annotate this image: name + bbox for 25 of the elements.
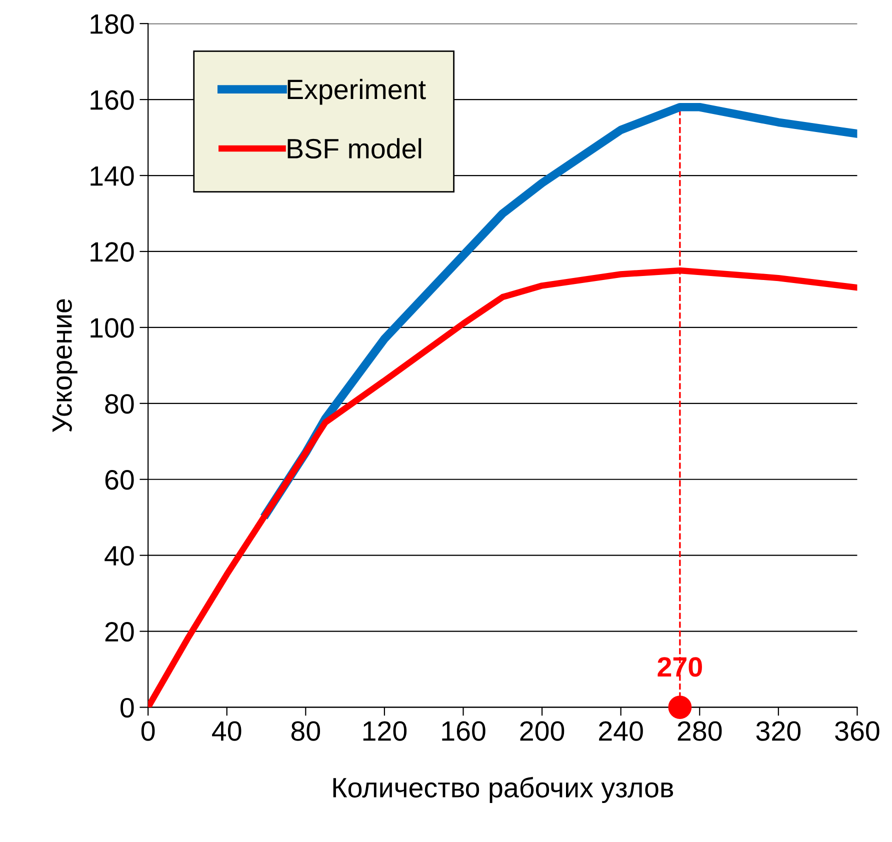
y-tick-label: 120: [90, 242, 134, 262]
x-tick-label: 80: [291, 721, 320, 741]
x-axis-title: Количество рабочих узлов: [333, 776, 674, 804]
x-tick-label: 120: [363, 721, 407, 741]
y-tick-label: 160: [90, 90, 134, 110]
y-tick-label: 80: [105, 394, 134, 414]
x-tick-label: 320: [756, 721, 801, 741]
annotation: 270: [658, 657, 702, 677]
legend-label: Experiment: [288, 78, 426, 105]
y-tick-label: 140: [90, 166, 134, 186]
x-tick-label: 200: [520, 721, 564, 741]
x-tick-label: 0: [141, 721, 155, 741]
y-axis-title: Ускорение: [52, 299, 78, 432]
y-tick-label: 20: [105, 622, 134, 642]
x-tick-label: 40: [212, 721, 242, 741]
x-tick-label: 160: [442, 721, 486, 741]
y-tick-label: 0: [120, 698, 134, 718]
y-tick-label: 60: [105, 470, 134, 490]
y-tick-label: 100: [90, 318, 134, 338]
y-tick-label: 180: [90, 14, 134, 34]
legend-label: BSF model: [288, 138, 422, 159]
y-tick-label: 40: [104, 546, 134, 566]
x-tick-label: 280: [678, 721, 722, 741]
x-tick-label: 240: [599, 721, 643, 741]
x-tick-label: 360: [835, 721, 880, 741]
